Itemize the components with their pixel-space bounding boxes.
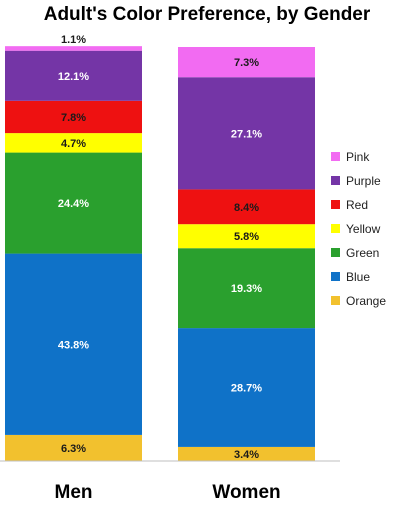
data-label-men-orange: 6.3% (61, 443, 86, 455)
legend-swatch-red (331, 200, 340, 209)
bar-women-red (178, 189, 315, 225)
bar-women-yellow (178, 224, 315, 249)
legend-swatch-pink (331, 152, 340, 161)
data-label-women-green: 19.3% (231, 283, 262, 295)
legend-swatch-purple (331, 176, 340, 185)
legend-label-purple: Purple (346, 174, 381, 188)
bars-group (5, 46, 315, 461)
data-label-men-yellow: 4.7% (61, 138, 86, 150)
data-label-women-red: 8.4% (234, 202, 259, 214)
data-label-men-pink: 1.1% (61, 34, 86, 46)
legend-label-pink: Pink (346, 150, 370, 164)
legend-label-blue: Blue (346, 270, 370, 284)
legend-swatch-green (331, 248, 340, 257)
bar-men-yellow (5, 133, 142, 153)
bar-men-pink (5, 46, 142, 51)
legend-swatch-orange (331, 296, 340, 305)
category-label-women: Women (212, 482, 280, 503)
bar-men-orange (5, 434, 142, 461)
bar-men-blue (5, 253, 142, 435)
data-label-men-purple: 12.1% (58, 71, 89, 83)
bar-women-green (178, 248, 315, 329)
chart-title: Adult's Color Preference, by Gender (44, 4, 371, 25)
legend-label-orange: Orange (346, 294, 386, 308)
data-label-women-purple: 27.1% (231, 128, 262, 140)
bar-women-purple (178, 77, 315, 190)
bar-men-red (5, 100, 142, 134)
data-label-women-orange: 3.4% (234, 449, 259, 461)
segment-labels-group: 6.3% 43.8% 24.4% 4.7% 7.8% 12.1% 1.1% 3.4% 28.7%… (58, 34, 262, 461)
legend-label-yellow: Yellow (346, 222, 381, 236)
bar-men-green (5, 152, 142, 254)
bar-men-purple (5, 50, 142, 101)
legend-swatch-yellow (331, 224, 340, 233)
legend-label-red: Red (346, 198, 368, 212)
legend-swatch-blue (331, 272, 340, 281)
legend: Pink Purple Red Yellow Green Blue Orange (331, 150, 386, 308)
category-label-men: Men (55, 482, 93, 503)
data-label-men-red: 7.8% (61, 112, 86, 124)
bar-women-pink (178, 47, 315, 78)
bar-women-blue (178, 328, 315, 447)
data-label-men-blue: 43.8% (58, 339, 89, 351)
data-label-women-yellow: 5.8% (234, 231, 259, 243)
category-labels-group: Men Women (55, 482, 281, 503)
data-label-men-green: 24.4% (58, 198, 89, 210)
data-label-women-blue: 28.7% (231, 383, 262, 395)
data-label-women-pink: 7.3% (234, 57, 259, 69)
bar-women-orange (178, 446, 315, 461)
legend-label-green: Green (346, 246, 379, 260)
